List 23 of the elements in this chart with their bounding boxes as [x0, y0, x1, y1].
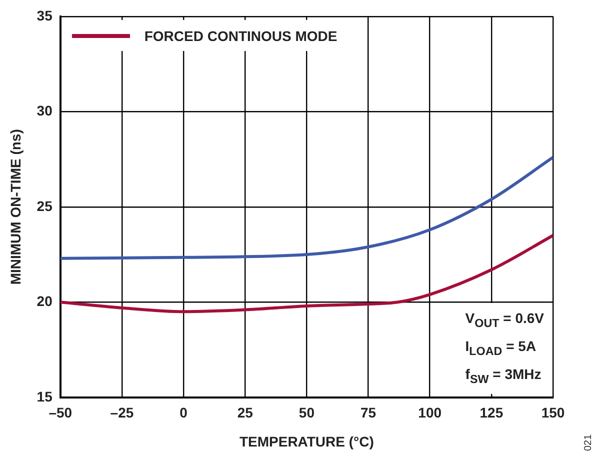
y-tick-label: 20 [36, 293, 53, 310]
annotation: f$_{SW}$ = 3MHz [465, 364, 542, 388]
x-axis-title: TEMPERATURE (°C) [239, 433, 374, 450]
x-tick-label: 50 [298, 404, 315, 421]
line-series [60, 234, 553, 314]
text: 021 [583, 434, 594, 452]
x-tick-label: 75 [360, 404, 376, 421]
annotation: V$_{OUT}$ = 0.6V [465, 309, 544, 332]
x-tick-label: 25 [237, 404, 254, 421]
x-tick-label: 150 [541, 404, 565, 421]
annotation: I$_{LOAD}$ = 5A [465, 336, 538, 360]
x-tick-label: –50 [48, 404, 72, 421]
legend-label: FORCED CONTINOUS MODE [144, 28, 338, 44]
x-tick-label: –25 [110, 404, 134, 421]
y-tick-label: 15 [36, 388, 53, 404]
y-tick-label: 30 [36, 102, 53, 119]
y-axis-title: MINIMUM ON-TIME (ns) [7, 129, 24, 285]
line-series [60, 156, 553, 260]
x-tick-label: 100 [418, 404, 442, 421]
y-tick-label: 25 [36, 198, 53, 214]
x-tick-label: 125 [480, 404, 504, 421]
y-tick-label: 35 [36, 7, 53, 24]
x-tick-label: 0 [180, 404, 188, 421]
